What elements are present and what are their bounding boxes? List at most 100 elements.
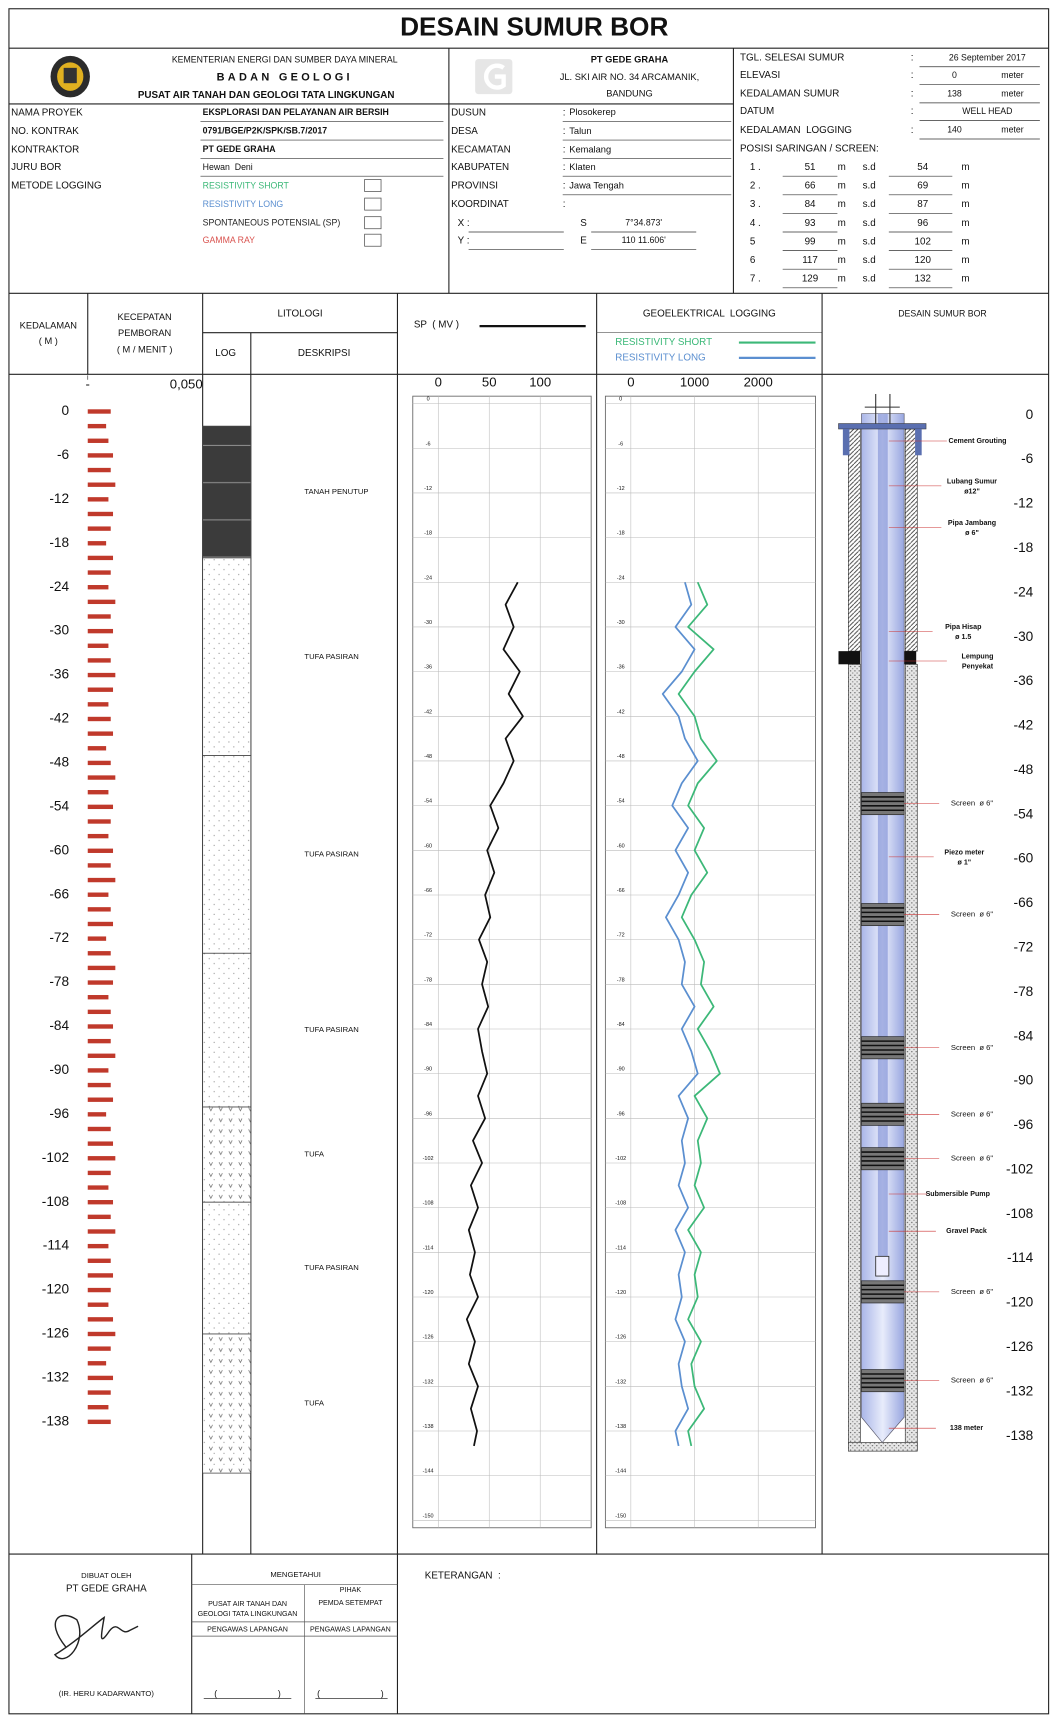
depth-label: -72	[1014, 939, 1034, 954]
field-unit: meter	[1001, 125, 1023, 135]
depth-label: -60	[49, 842, 69, 857]
footer-blank: ( )	[214, 1688, 281, 1698]
field-label: KEDALAMAN SUMUR	[740, 89, 839, 100]
cement-grouting	[905, 429, 917, 651]
screen-unit: m	[961, 255, 969, 266]
screen	[861, 1370, 904, 1392]
speed-bar	[88, 1259, 111, 1263]
log-depth-label: -138	[615, 1424, 626, 1430]
footer-label: DIBUAT OLEH	[81, 1571, 131, 1580]
depth-label: -36	[1014, 673, 1034, 688]
depth-label: -60	[1014, 851, 1034, 866]
screen	[861, 1037, 904, 1059]
log-depth-label: -132	[423, 1379, 434, 1385]
screen-title: POSISI SARINGAN / SCREEN:	[740, 143, 879, 154]
log-depth-label: -78	[424, 977, 432, 983]
log-depth-label: -120	[615, 1290, 626, 1296]
speed-bar	[88, 775, 116, 779]
log-depth-label: -90	[617, 1067, 625, 1073]
depth-label: -36	[49, 667, 69, 682]
speed-bar	[88, 1141, 113, 1145]
design-label: Penyekat	[962, 662, 994, 670]
screen-from: 84	[805, 199, 816, 210]
field-label: TGL. SELESAI SUMUR	[740, 53, 844, 64]
design-label: Piezo meter	[944, 848, 984, 856]
log-depth-label: -84	[424, 1022, 432, 1028]
speed-tick-label: 0,050	[170, 377, 203, 392]
agency: PUSAT AIR TANAH DAN GEOLOGI TATA LINGKUN…	[138, 90, 395, 101]
speed-bar	[88, 702, 109, 706]
speed-bar	[88, 717, 111, 721]
speed-bar	[88, 424, 106, 428]
speed-bar	[88, 878, 116, 882]
field-value: EKSPLORASI DAN PELAYANAN AIR BERSIH	[203, 107, 389, 117]
screen-unit: m	[838, 236, 846, 247]
log-depth-label: -144	[615, 1469, 626, 1475]
screen-from: 117	[802, 255, 818, 266]
well-head	[838, 424, 926, 429]
depth-label: -12	[1014, 496, 1034, 511]
logging-method: GAMMA RAY	[203, 235, 256, 245]
speed-bar	[88, 1054, 116, 1058]
speed-bar	[88, 1390, 111, 1394]
field-label: KECAMATAN	[451, 145, 511, 156]
resistivity-frame	[605, 396, 815, 1528]
field-label: METODE LOGGING	[11, 181, 101, 192]
footer-label: PIHAK	[340, 1586, 362, 1594]
logging-method: RESISTIVITY SHORT	[203, 180, 290, 190]
depth-label: -24	[1014, 584, 1034, 599]
screen-no: 1 .	[750, 162, 761, 173]
column-header: DESKRIPSI	[298, 348, 350, 359]
field-value: Kemalang	[569, 144, 611, 154]
field-label: KABUPATEN	[451, 162, 509, 173]
depth-label: -114	[1007, 1250, 1034, 1265]
depth-label: -48	[1014, 762, 1034, 777]
log-depth-label: -150	[615, 1513, 626, 1519]
checkbox	[365, 234, 381, 246]
company-logo	[475, 59, 512, 94]
field-value: Talun	[569, 126, 591, 136]
field-label: KEDALAMAN LOGGING	[740, 125, 852, 136]
well-head	[843, 429, 850, 455]
depth-label: -114	[43, 1238, 70, 1253]
field-value: Plosokerep	[569, 107, 616, 117]
lithology-layer	[203, 1107, 251, 1202]
design-label: ø12"	[964, 487, 980, 495]
legend-label: RESISTIVITY LONG	[615, 352, 705, 363]
signature	[55, 1616, 138, 1659]
logging-method: RESISTIVITY LONG	[203, 199, 284, 209]
depth-label: -108	[42, 1194, 69, 1209]
screen-from: 93	[805, 218, 816, 229]
field-unit: meter	[1001, 70, 1023, 80]
speed-bar	[88, 453, 113, 457]
footer-label: PEMDA SETEMPAT	[318, 1599, 383, 1607]
speed-bar	[88, 644, 109, 648]
log-depth-label: -18	[424, 531, 432, 537]
speed-bar	[88, 1200, 113, 1204]
speed-bar	[88, 863, 111, 867]
speed-bar	[88, 468, 111, 472]
separator: :	[563, 145, 566, 156]
log-depth-label: -72	[617, 933, 625, 939]
sp-frame	[413, 396, 591, 1528]
separator: :	[911, 70, 914, 81]
log-depth-label: -6	[426, 441, 431, 447]
footer-label: PT GEDE GRAHA	[66, 1584, 147, 1595]
log-depth-label: -96	[617, 1111, 625, 1117]
log-tick-label: 50	[482, 375, 497, 390]
speed-bar	[88, 614, 111, 618]
depth-label: -66	[49, 886, 69, 901]
log-depth-label: -144	[423, 1469, 434, 1475]
legend-label: RESISTIVITY SHORT	[615, 337, 712, 348]
design-label: Screen ø 6"	[951, 1109, 994, 1118]
coord-axis: E	[580, 235, 587, 246]
depth-label: -126	[1006, 1339, 1033, 1354]
coord-value: 110 11.606'	[622, 235, 666, 245]
depth-label: -78	[1014, 984, 1034, 999]
design-label: Lempung	[961, 653, 993, 661]
speed-bar	[88, 1273, 113, 1277]
logo-shape	[64, 68, 77, 83]
field-label: NAMA PROYEK	[11, 107, 83, 118]
speed-bar	[88, 819, 111, 823]
footer-label: KETERANGAN :	[425, 1571, 501, 1582]
